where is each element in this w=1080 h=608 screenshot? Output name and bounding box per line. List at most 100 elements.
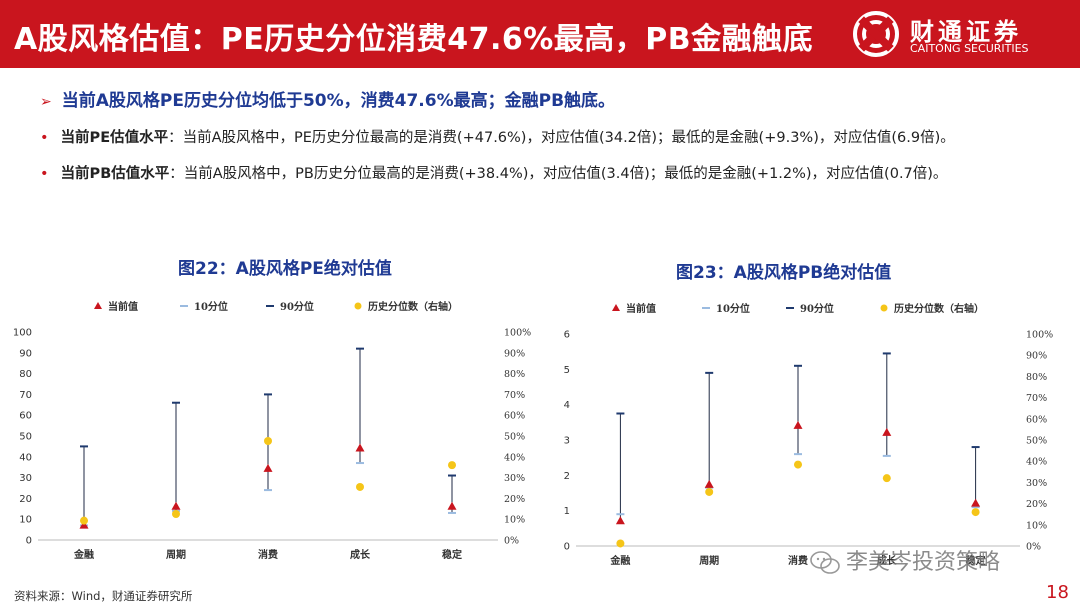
percentile-marker — [172, 510, 180, 518]
y2-tick-label: 80% — [1026, 372, 1047, 383]
bullet-pb-text: ：当前A股风格中，PB历史分位最高的是消费(+38.4%)，对应估值(3.4倍)… — [169, 166, 948, 182]
x-tick-label: 成长 — [877, 554, 898, 567]
y-tick-label: 6 — [564, 330, 570, 341]
x-tick-label: 金融 — [609, 554, 630, 567]
percentile-marker — [794, 460, 802, 469]
summary-line: ➢ 当前A股风格PE历史分位均低于50%，消费47.6%最高；金融PB触底。 — [40, 86, 615, 111]
y-tick-label: 100 — [13, 328, 32, 339]
current-value-marker — [615, 516, 625, 525]
percentile-marker — [448, 461, 456, 470]
current-value-marker — [171, 501, 181, 510]
chart-title-pe: 图22：A股风格PE绝对估值 — [178, 259, 392, 279]
percentile-marker — [971, 508, 980, 517]
y2-tick-label: 100% — [504, 328, 531, 339]
x-tick-label: 周期 — [166, 548, 186, 561]
legend-current-marker — [94, 302, 102, 309]
bullet-pe-text: ：当前A股风格中，PE历史分位最高的是消费(+47.6%)，对应估值(34.2倍… — [168, 130, 955, 146]
y2-tick-label: 70% — [1026, 393, 1047, 404]
legend-label: 10分位 — [194, 300, 228, 313]
x-tick-label: 周期 — [699, 554, 719, 567]
y2-tick-label: 70% — [504, 390, 525, 401]
y-tick-label: 50 — [19, 432, 32, 443]
summary-text: 当前A股风格PE历史分位均低于50%，消费47.6%最高；金融PB触底。 — [61, 91, 616, 111]
page-number: 18 — [1046, 582, 1069, 603]
x-tick-label: 稳定 — [966, 554, 986, 567]
y2-tick-label: 60% — [1026, 414, 1047, 425]
y2-tick-label: 20% — [1026, 499, 1047, 510]
arrow-bullet-icon: ➢ — [40, 94, 52, 110]
y-tick-label: 3 — [564, 436, 570, 447]
y-tick-label: 20 — [19, 494, 32, 505]
logo-text-cn: 财通证券 — [910, 18, 1022, 46]
chart-title-pb: 图23：A股风格PB绝对估值 — [676, 263, 892, 283]
legend-label: 当前值 — [626, 302, 656, 315]
bullet-pe-label: 当前PE估值水平 — [60, 130, 169, 146]
current-value-marker — [793, 420, 803, 429]
percentile-marker — [80, 516, 88, 525]
y-tick-label: 70 — [19, 390, 32, 401]
wechat-icon — [810, 551, 840, 574]
y2-tick-label: 90% — [1026, 351, 1047, 362]
y-tick-label: 4 — [564, 400, 570, 411]
y2-tick-label: 80% — [504, 369, 525, 380]
current-value-marker — [971, 498, 981, 507]
bullet-pe: • 当前PE估值水平：当前A股风格中，PE历史分位最高的是消费(+47.6%)，对… — [40, 126, 955, 147]
y2-tick-label: 100% — [1026, 330, 1053, 341]
brand-logo: 财通证券 CAITONG SECURITIES — [852, 10, 1052, 58]
watermark-text: 李美岑投资策略 — [846, 550, 1001, 575]
y-tick-label: 30 — [19, 473, 32, 484]
y2-tick-label: 20% — [504, 494, 525, 505]
y-tick-label: 0 — [26, 536, 32, 547]
current-value-marker — [882, 427, 892, 436]
y2-tick-label: 50% — [504, 432, 525, 443]
legend-label: 当前值 — [108, 300, 138, 313]
percentile-marker — [705, 487, 714, 496]
y2-tick-label: 60% — [504, 411, 525, 422]
legend-percentile-marker — [354, 302, 362, 310]
header-bar: A股风格估值：PE历史分位消费47.6%最高，PB金融触底 财通证券 CAITO… — [0, 0, 1080, 68]
current-value-marker — [355, 443, 365, 452]
y-tick-label: 60 — [19, 411, 32, 422]
y2-tick-label: 50% — [1026, 436, 1047, 447]
page-title: A股风格估值：PE历史分位消费47.6%最高，PB金融触底 — [14, 22, 814, 57]
legend-label: 10分位 — [716, 302, 750, 315]
y-tick-label: 5 — [564, 365, 570, 376]
legend-label: 历史分位数（右轴） — [368, 300, 458, 313]
y2-tick-label: 40% — [504, 452, 525, 463]
percentile-marker — [616, 539, 625, 548]
percentile-marker — [356, 482, 364, 491]
y-tick-label: 10 — [19, 515, 32, 526]
y-tick-label: 1 — [564, 506, 570, 517]
legend-label: 90分位 — [280, 300, 314, 313]
x-tick-label: 消费 — [258, 548, 278, 561]
y-tick-label: 90 — [19, 348, 32, 359]
pb-chart: 当前值 10分位 90分位 历史分位数（右轴）01234560%10%20%30%40… — [564, 302, 1054, 567]
percentile-marker — [882, 474, 891, 483]
y-tick-label: 40 — [19, 452, 32, 463]
y2-tick-label: 30% — [504, 473, 525, 484]
y-tick-label: 2 — [564, 471, 570, 482]
y2-tick-label: 10% — [504, 515, 525, 526]
x-tick-label: 稳定 — [442, 548, 462, 561]
y2-tick-label: 90% — [504, 348, 525, 359]
y2-tick-label: 0% — [504, 536, 519, 547]
x-tick-label: 成长 — [350, 548, 371, 561]
logo-icon — [853, 11, 899, 57]
y2-tick-label: 30% — [1026, 478, 1047, 489]
y-tick-label: 0 — [564, 542, 570, 553]
y2-tick-label: 0% — [1026, 542, 1041, 553]
current-value-marker — [704, 479, 714, 488]
logo-text-en: CAITONG SECURITIES — [910, 42, 1029, 55]
bullet-dot-icon: • — [40, 166, 49, 182]
y-tick-label: 80 — [19, 369, 32, 380]
bullet-pb: • 当前PB估值水平：当前A股风格中，PB历史分位最高的是消费(+38.4%)，对… — [40, 162, 947, 183]
legend-label: 历史分位数（右轴） — [894, 302, 984, 315]
legend-current-marker — [612, 304, 620, 311]
y2-tick-label: 10% — [1026, 520, 1047, 531]
current-value-marker — [447, 501, 457, 510]
x-tick-label: 金融 — [73, 548, 94, 561]
legend-label: 90分位 — [800, 302, 834, 315]
legend-percentile-marker — [880, 304, 888, 312]
source-note: 资料来源：Wind，财通证券研究所 — [14, 589, 193, 603]
current-value-marker — [263, 463, 273, 472]
